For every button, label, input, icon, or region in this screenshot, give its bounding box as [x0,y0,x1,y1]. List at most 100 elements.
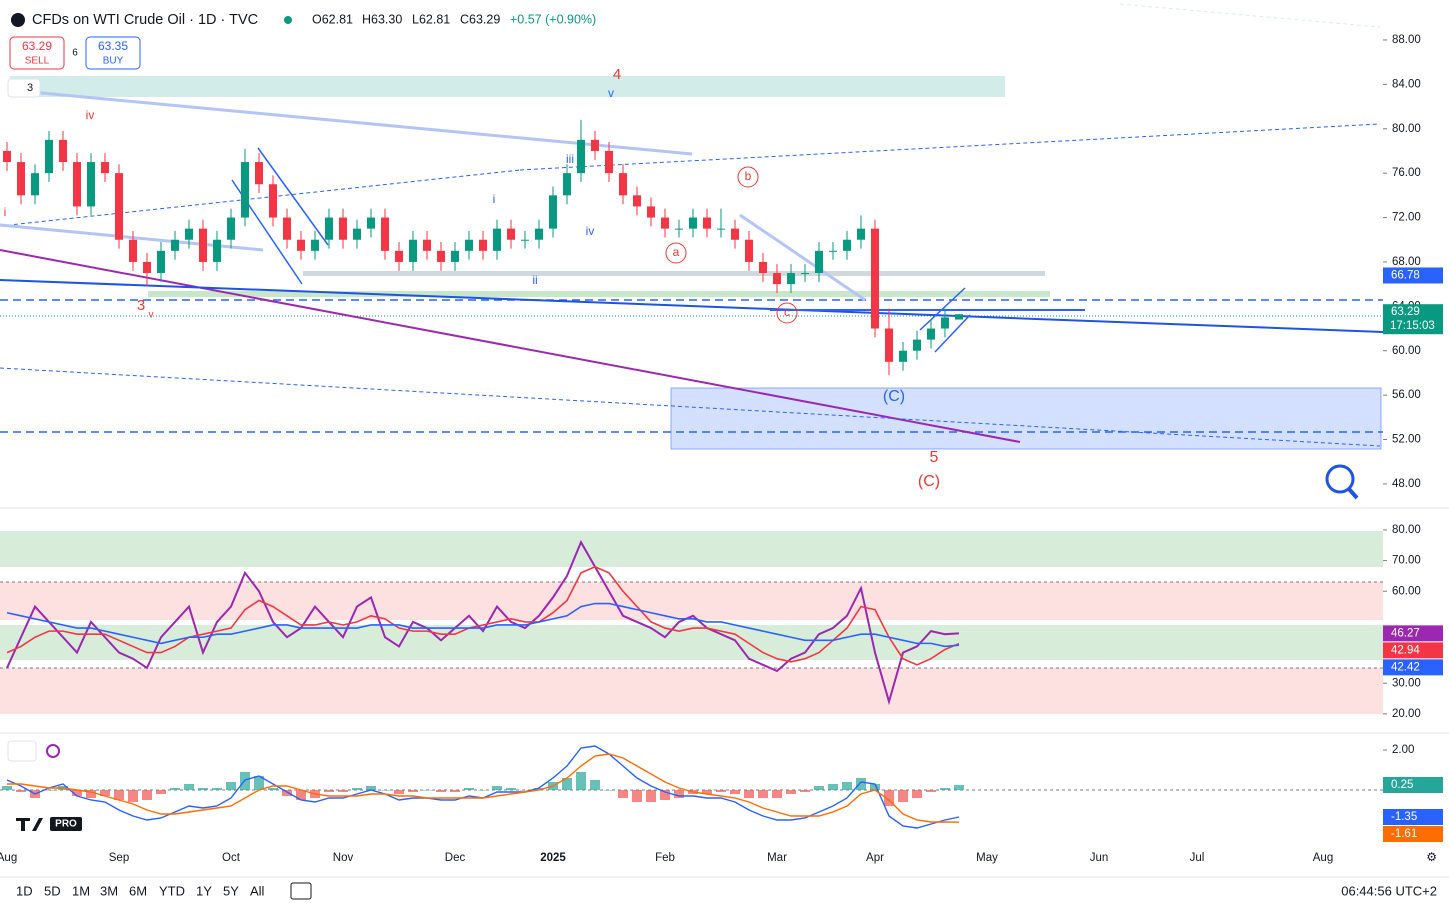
buy-button[interactable] [85,36,141,70]
candle-body [241,162,249,218]
candle-body [633,195,641,207]
candle-body [913,339,921,351]
settings-icon[interactable]: ⚙ [1426,850,1437,864]
histogram-bar [576,772,586,790]
histogram-bar [352,788,362,790]
x-tick-label: May [976,852,998,864]
trend-line [0,169,521,227]
y-tick-label: 76.00 [1392,167,1421,179]
y-tick-label: 88.00 [1392,34,1421,46]
zoom-icon[interactable] [1325,464,1355,494]
candle-body [395,250,403,262]
histogram-bar [912,790,922,798]
candle-body [507,228,515,240]
zone [303,271,1045,276]
candle-body [661,217,669,229]
histogram-bar [632,790,642,802]
trend-line [257,147,329,246]
annotations: 4 v iii i iv ii 3 v iv i b a c (C) 5 (C) [4,66,940,490]
sell-button[interactable] [9,36,65,70]
x-tick-label: Dec [445,852,466,864]
range-button[interactable]: 1M [72,883,90,898]
candle-body [87,162,95,207]
range-button[interactable]: 3M [100,883,118,898]
zone [0,625,1383,660]
candle-body [31,173,39,196]
wave-circle [776,302,798,324]
histogram-bar [226,782,236,790]
wave-label: 5 [930,449,939,466]
layout [0,3,1449,878]
candle-body [899,350,907,362]
pro-badge: PRO [55,819,77,830]
histogram-bar [884,790,894,806]
candle-body [339,217,347,240]
range-button[interactable]: 6M [129,883,147,898]
clock[interactable]: 06:44:56 UTC+2 [1341,883,1437,898]
trend-line [0,279,1384,333]
date-range-icon[interactable] [290,882,312,900]
range-button[interactable]: 5Y [223,883,239,898]
x-tick-label: Nov [333,852,354,864]
candle-body [493,228,501,251]
pane-collapse[interactable] [7,740,37,762]
range-button[interactable]: All [250,883,265,898]
candle-body [73,162,81,207]
range-button[interactable]: 5D [44,883,61,898]
histogram-bar [380,790,390,791]
trend-line [0,367,1381,447]
histogram-bar [422,790,432,791]
candle-body [437,250,445,262]
histogram-bar [464,788,474,790]
histogram-bar [212,788,222,790]
candle-body [353,228,361,240]
wave-label: (C) [883,388,905,405]
candle-body [213,239,221,262]
line [6,539,960,706]
wave-label: 4 [613,66,621,83]
histogram-bar [646,790,656,802]
candle-body [787,273,795,285]
histogram-bar [72,790,82,796]
histogram-bar [800,790,810,792]
line [6,565,960,666]
value-badge-text: 42.94 [1391,644,1420,656]
symbol-title[interactable]: CFDs on WTI Crude Oil · 1D · TVC [32,12,258,28]
histogram-bar [282,790,292,796]
wave-label: a [673,245,680,259]
histogram-bar [478,790,488,791]
histogram-bar [450,790,460,792]
candle-body [199,228,207,262]
histogram-bar [940,788,950,790]
range-button[interactable]: 1Y [196,883,212,898]
trend-line [934,314,971,353]
value-badge [1383,777,1443,793]
wave-label: i [4,205,7,219]
histogram-bar [324,790,334,792]
x-tick-label: Oct [222,852,241,864]
x-tick-label: Aug [0,852,17,864]
line [6,602,960,648]
candle-body [409,239,417,262]
y-tick-label: 20.00 [1392,708,1421,720]
candle-body [549,195,557,229]
candle-body [773,273,781,285]
range-button[interactable]: 1D [16,883,33,898]
candle-body [927,328,935,340]
y-tick-label: 60.00 [1392,345,1421,357]
candle-body [255,162,263,185]
value-badge [1383,659,1443,676]
refresh-icon[interactable] [46,744,60,758]
histogram-bar [562,778,572,790]
wave-label: v [608,86,614,100]
histogram-bar [254,776,264,790]
range-button[interactable]: YTD [159,883,185,898]
candle-body [815,250,823,274]
candle-body [577,139,585,174]
candle-body [3,150,11,163]
histogram-bar [674,790,684,798]
candle-body [759,261,767,274]
pane-toggle[interactable] [7,78,41,98]
candle-body [325,217,333,240]
zoom-icon[interactable] [1347,487,1359,500]
